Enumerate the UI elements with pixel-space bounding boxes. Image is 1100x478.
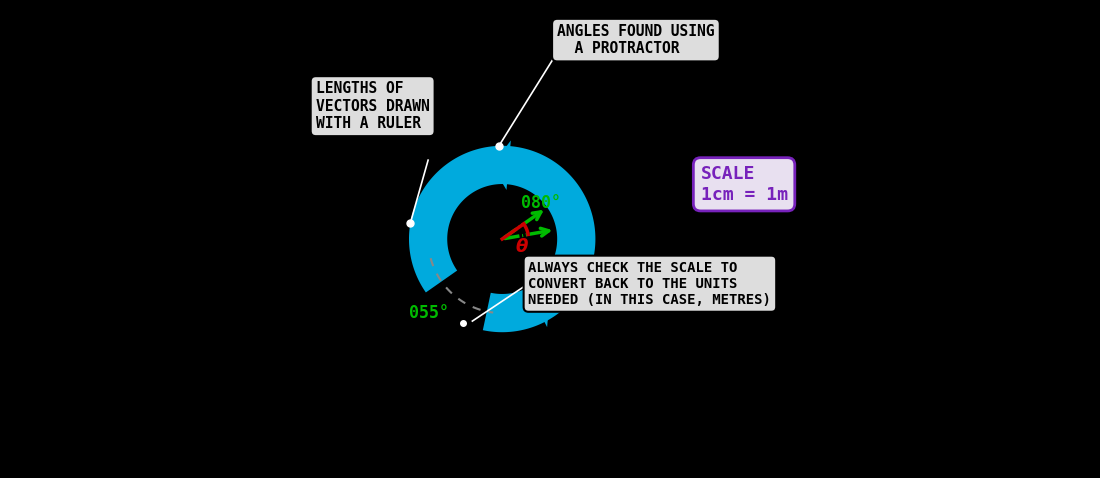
Polygon shape <box>409 146 595 332</box>
Text: 4cm: 4cm <box>456 218 484 233</box>
Text: LENGTHS OF
VECTORS DRAWN
WITH A RULER: LENGTHS OF VECTORS DRAWN WITH A RULER <box>316 81 429 131</box>
Polygon shape <box>525 283 550 327</box>
Text: ANGLES FOUND USING
  A PROTRACTOR: ANGLES FOUND USING A PROTRACTOR <box>558 24 715 56</box>
Text: 080°: 080° <box>521 194 561 212</box>
Text: θ: θ <box>516 239 528 256</box>
Text: SCALE
1cm = 1m: SCALE 1cm = 1m <box>701 165 788 204</box>
Text: 055°: 055° <box>409 304 449 322</box>
Text: ALWAYS CHECK THE SCALE TO
CONVERT BACK TO THE UNITS
NEEDED (IN THIS CASE, METRES: ALWAYS CHECK THE SCALE TO CONVERT BACK T… <box>528 261 771 307</box>
Polygon shape <box>492 141 510 190</box>
